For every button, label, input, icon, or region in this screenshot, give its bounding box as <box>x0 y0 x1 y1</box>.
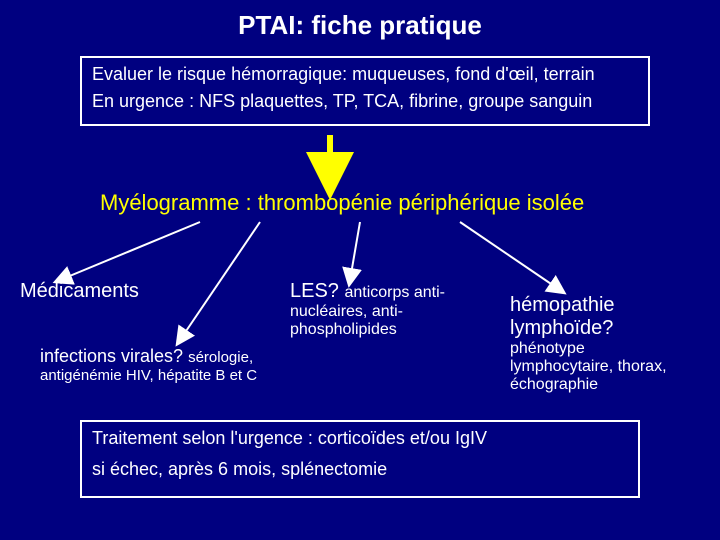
hemo-main-1: hémopathie <box>510 294 710 317</box>
les-sub-2: nucléaires, anti- <box>290 303 490 321</box>
les-main: LES? <box>290 280 344 302</box>
branch-line-2 <box>180 222 260 340</box>
eval-line-1: Evaluer le risque hémorragique: muqueuse… <box>92 64 638 85</box>
les-sub-3: phospholipides <box>290 321 490 339</box>
infect-main: infections virales? <box>40 346 188 366</box>
eval-box: Evaluer le risque hémorragique: muqueuse… <box>80 56 650 126</box>
infect-sub-inline: sérologie, <box>188 349 253 366</box>
hemo-main-2: lymphoïde? <box>510 317 710 340</box>
hemo-sub-1: phénotype <box>510 340 710 358</box>
branch-hemopathie: hémopathie lymphoïde? phénotype lymphocy… <box>510 294 710 394</box>
myelogramme-heading: Myélogramme : thrombopénie périphérique … <box>100 190 584 216</box>
hemo-sub-2: lymphocytaire, thorax, <box>510 358 710 376</box>
les-sub-1: anticorps anti- <box>344 284 445 301</box>
branch-infections: infections virales? sérologie, antigéném… <box>40 346 300 384</box>
treat-line-2: si échec, après 6 mois, splénectomie <box>92 459 628 480</box>
treat-line-1: Traitement selon l'urgence : corticoïdes… <box>92 428 628 449</box>
branch-les: LES? anticorps anti- nucléaires, anti- p… <box>290 280 490 339</box>
page-title: PTAI: fiche pratique <box>0 10 720 41</box>
infect-sub-2: antigénémie HIV, hépatite B et C <box>40 367 300 384</box>
branch-line-3 <box>350 222 360 280</box>
branch-line-1 <box>60 222 200 280</box>
hemo-sub-3: échographie <box>510 376 710 394</box>
eval-line-2: En urgence : NFS plaquettes, TP, TCA, fi… <box>92 91 638 112</box>
branch-medicaments: Médicaments <box>20 280 139 303</box>
treatment-box: Traitement selon l'urgence : corticoïdes… <box>80 420 640 498</box>
